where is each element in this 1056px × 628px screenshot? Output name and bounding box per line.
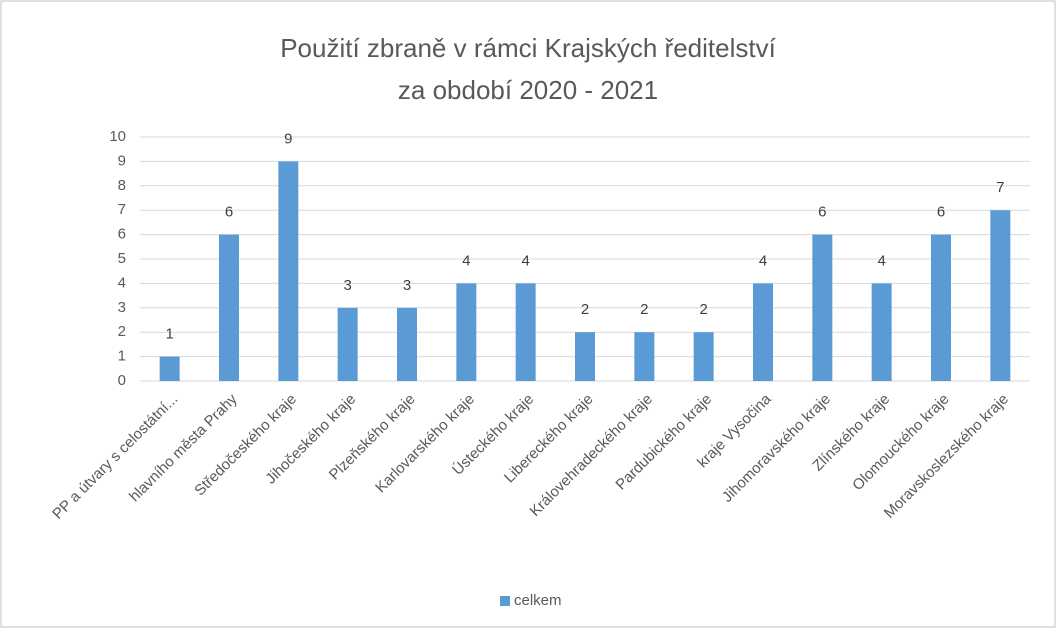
y-tick-label: 4: [118, 274, 126, 291]
bar: [693, 332, 714, 381]
y-tick-label: 2: [118, 323, 126, 340]
data-label: 3: [343, 277, 351, 294]
bar: [575, 332, 595, 381]
y-tick-label: 5: [118, 250, 126, 267]
bar: [634, 332, 655, 381]
y-tick-label: 7: [118, 201, 126, 218]
y-tick-label: 1: [118, 348, 126, 365]
bar: [990, 210, 1011, 381]
data-label: 2: [699, 301, 707, 318]
y-tick-label: 8: [118, 177, 126, 194]
bar: [159, 356, 180, 381]
legend-swatch: [500, 596, 510, 606]
bar: [397, 307, 417, 381]
chart-title: Použití zbraně v rámci Krajských ředitel…: [280, 33, 776, 63]
bar: [931, 234, 951, 381]
bar: [337, 307, 358, 381]
data-label: 3: [403, 277, 411, 294]
data-label: 9: [284, 130, 292, 147]
data-label: 6: [225, 204, 233, 221]
bar: [456, 283, 477, 381]
y-tick-label: 10: [109, 128, 126, 145]
data-label: 2: [640, 301, 648, 318]
data-label: 1: [165, 326, 173, 343]
y-tick-label: 3: [118, 299, 126, 316]
bar: [871, 283, 892, 381]
bar: [753, 283, 773, 381]
data-label: 4: [877, 252, 885, 269]
chart-subtitle: za období 2020 - 2021: [398, 75, 658, 105]
data-label: 2: [581, 301, 589, 318]
data-label: 4: [759, 252, 767, 269]
y-tick-label: 9: [118, 152, 126, 169]
legend-label: celkem: [514, 592, 562, 609]
bar: [515, 283, 536, 381]
bar: [219, 234, 239, 381]
data-label: 7: [996, 179, 1004, 196]
bar: [812, 234, 833, 381]
data-label: 4: [462, 252, 470, 269]
data-label: 4: [521, 252, 529, 269]
data-label: 6: [937, 204, 945, 221]
bar: [278, 161, 299, 381]
y-tick-label: 0: [118, 372, 126, 389]
data-label: 6: [818, 204, 826, 221]
y-tick-label: 6: [118, 226, 126, 243]
